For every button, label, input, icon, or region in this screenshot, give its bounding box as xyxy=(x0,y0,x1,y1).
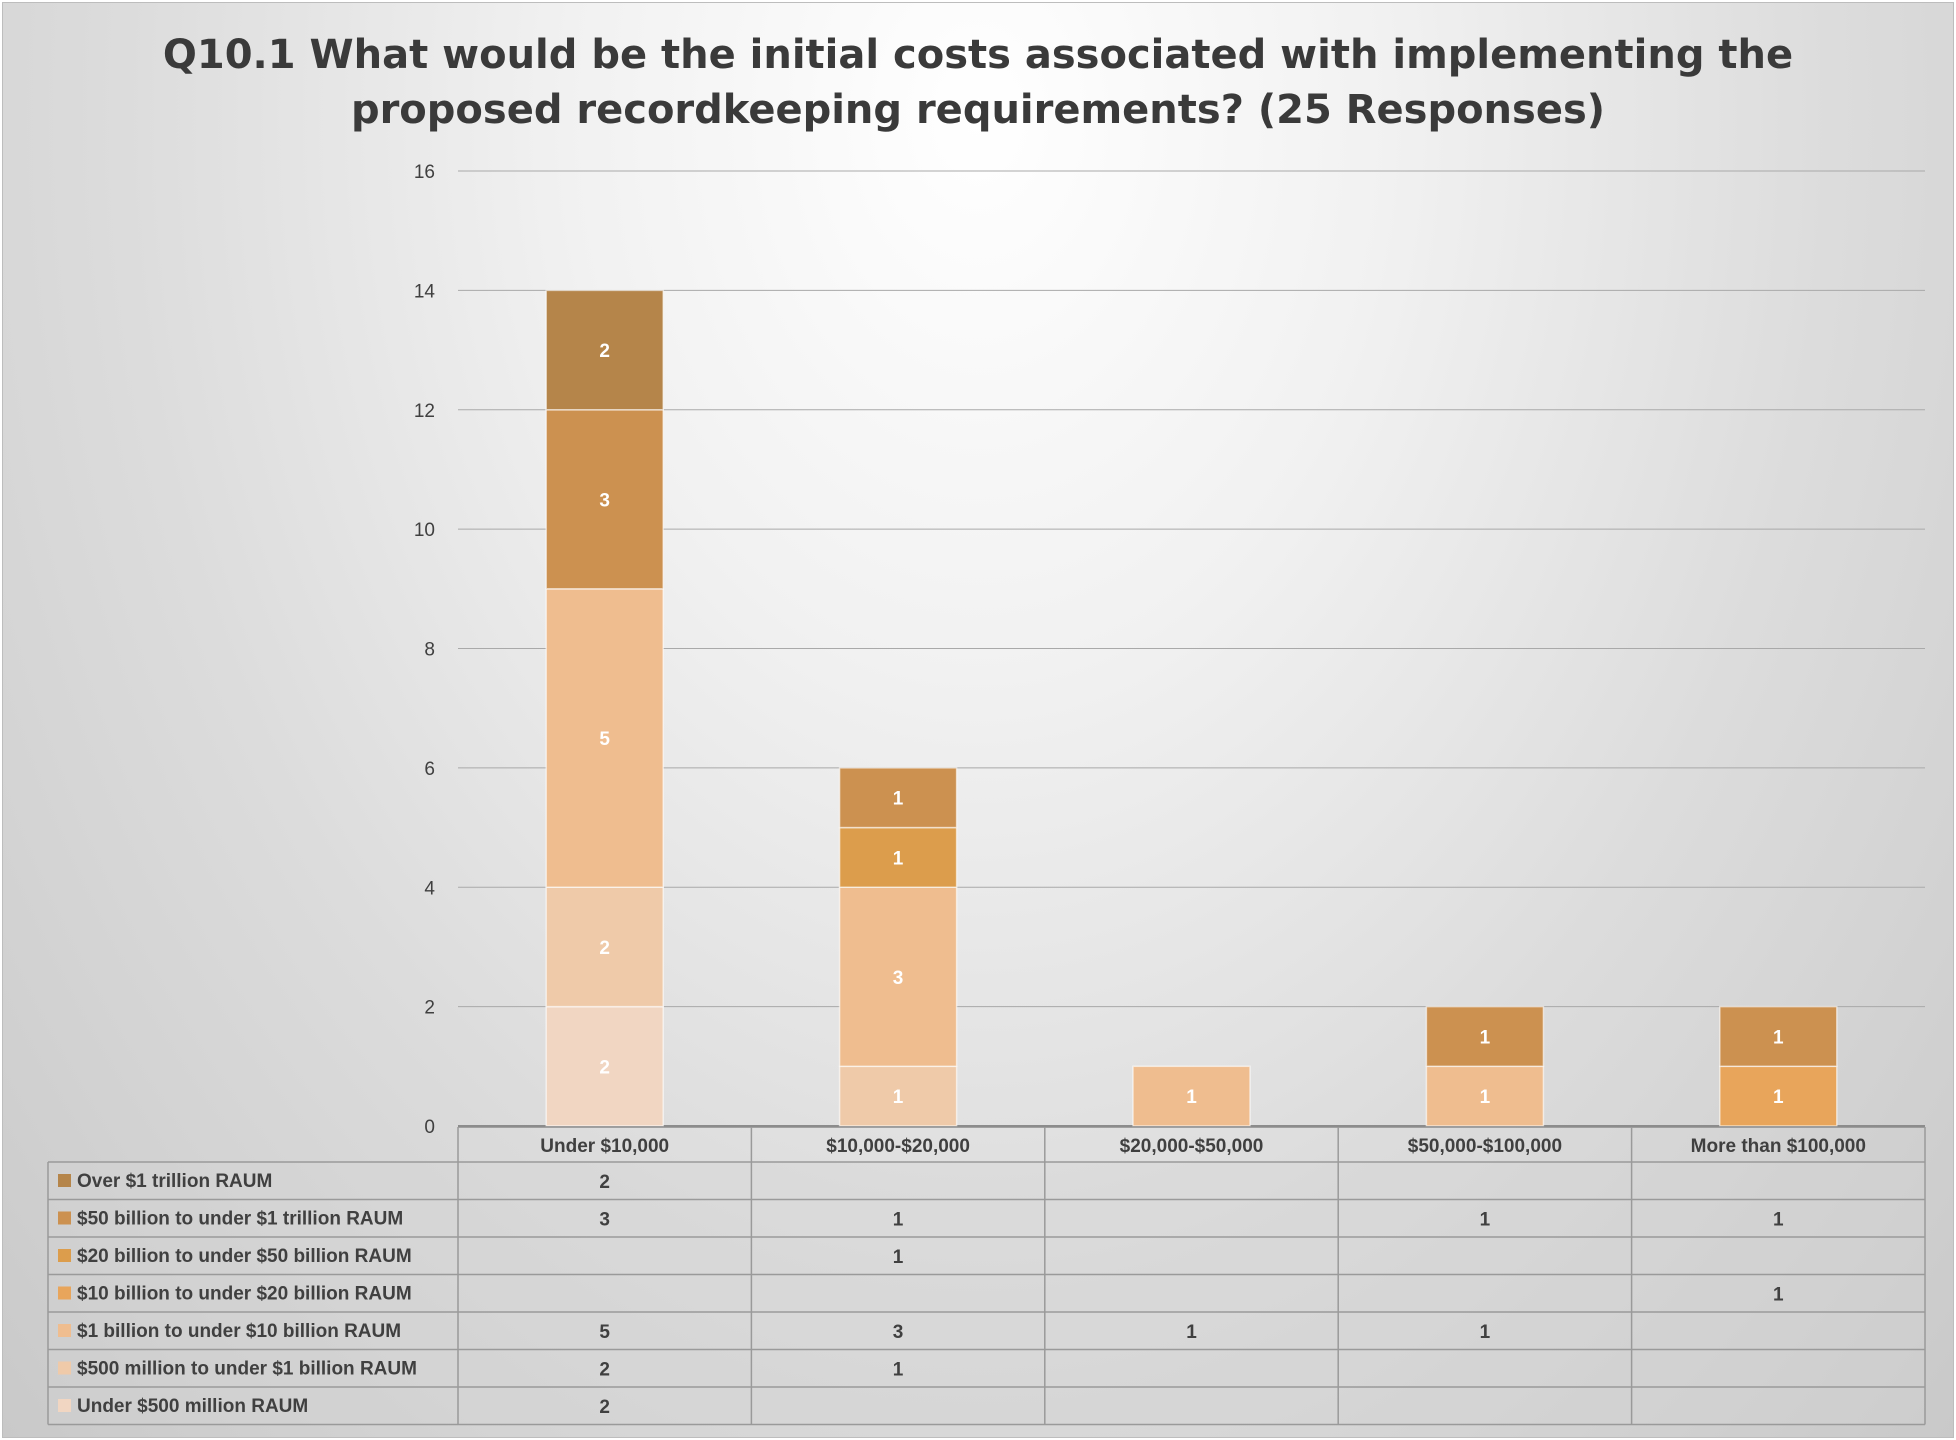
bar-segment xyxy=(1425,1005,1545,1068)
legend-swatch xyxy=(58,1399,71,1412)
bar-segment xyxy=(1132,1065,1251,1127)
legend-entry: Over $1 trillion RAUM xyxy=(77,1171,272,1192)
data-label: 1 xyxy=(893,848,904,869)
data-label: 1 xyxy=(1186,1087,1197,1108)
legend-entry: $10 billion to under $20 billion RAUM xyxy=(77,1284,412,1305)
y-tick-label: 10 xyxy=(414,520,435,541)
stacked-bar-chart: Q10.1 What would be the initial costs as… xyxy=(47,32,1926,1426)
legend-entry: $20 billion to under $50 billion RAUM xyxy=(77,1246,412,1267)
data-label: 5 xyxy=(599,729,610,750)
table-cell-value: 1 xyxy=(893,1247,904,1268)
chart-title-line-2: proposed recordkeeping requirements? (25… xyxy=(351,87,1605,133)
table-cell-value: 1 xyxy=(893,1360,904,1381)
table-cell-value: 2 xyxy=(599,1360,610,1381)
table-cell-value: 3 xyxy=(599,1210,610,1231)
data-label: 2 xyxy=(599,1057,610,1078)
legend-swatch xyxy=(58,1286,71,1300)
data-label: 1 xyxy=(1773,1087,1784,1108)
data-labels: 2 2 5 3 2 1 3 1 1 1 1 1 1 1 xyxy=(599,341,1784,1108)
bar-segment xyxy=(838,1065,958,1127)
table-cell-value: 1 xyxy=(893,1210,904,1231)
table-cell-value: 5 xyxy=(599,1322,610,1343)
data-label: 3 xyxy=(893,968,904,989)
legend-swatch xyxy=(58,1324,71,1337)
y-tick-label: 12 xyxy=(414,401,435,422)
table-cell-value: 2 xyxy=(599,1172,610,1193)
table-cell-value: 3 xyxy=(893,1322,904,1343)
bar-segment xyxy=(838,767,958,829)
bar-segment xyxy=(545,409,664,590)
data-table-background xyxy=(48,1162,1925,1425)
y-axis-ticks: 0 2 4 6 8 10 12 14 16 xyxy=(414,162,436,1138)
chart-title: Q10.1 What would be the initial costs as… xyxy=(163,32,1793,133)
table-cell-value: 1 xyxy=(1480,1210,1491,1231)
category-label: $50,000-$100,000 xyxy=(1408,1136,1562,1157)
bar-segment xyxy=(545,1005,664,1127)
gridlines xyxy=(458,170,1925,1127)
legend-swatch xyxy=(58,1249,71,1262)
data-label: 2 xyxy=(599,938,610,959)
legend-swatch xyxy=(58,1174,71,1187)
bar-segment xyxy=(545,289,664,411)
data-label: 1 xyxy=(1480,1027,1491,1048)
table-cell-value: 1 xyxy=(1186,1322,1197,1343)
data-label: 2 xyxy=(599,341,610,362)
legend-swatch xyxy=(58,1361,71,1375)
y-tick-label: 0 xyxy=(424,1117,435,1138)
data-label: 1 xyxy=(1773,1027,1784,1048)
data-table: Under $10,000 $10,000-$20,000 $20,000-$50,… xyxy=(47,1126,1926,1426)
y-tick-label: 2 xyxy=(424,998,435,1019)
bar-segment xyxy=(838,826,958,888)
bar-segment xyxy=(545,886,664,1008)
y-tick-label: 8 xyxy=(424,640,435,661)
data-label: 3 xyxy=(599,490,610,511)
y-tick-label: 4 xyxy=(424,878,435,899)
y-tick-label: 6 xyxy=(424,759,435,780)
y-tick-label: 16 xyxy=(414,162,435,183)
data-label: 1 xyxy=(1480,1087,1491,1108)
legend-entry: $50 billion to under $1 trillion RAUM xyxy=(77,1209,403,1230)
category-label: More than $100,000 xyxy=(1691,1136,1866,1157)
bars xyxy=(545,289,1838,1127)
legend-entry: $500 million to under $1 billion RAUM xyxy=(77,1359,417,1380)
table-cell-value: 1 xyxy=(1480,1322,1491,1343)
category-label: $20,000-$50,000 xyxy=(1120,1136,1264,1157)
category-label: Under $10,000 xyxy=(540,1136,669,1157)
table-cell-value: 1 xyxy=(1773,1210,1784,1231)
bar-segment xyxy=(545,588,664,888)
legend-swatch xyxy=(58,1211,71,1225)
legend-entry: $1 billion to under $10 billion RAUM xyxy=(77,1321,401,1342)
data-label: 1 xyxy=(893,789,904,810)
bar-segment xyxy=(1719,1005,1838,1068)
chart-title-line-1: Q10.1 What would be the initial costs as… xyxy=(163,32,1793,78)
y-tick-label: 14 xyxy=(414,281,436,302)
table-cell-value: 2 xyxy=(599,1397,610,1418)
table-cell-value: 1 xyxy=(1773,1285,1784,1306)
legend-entry: Under $500 million RAUM xyxy=(77,1396,308,1417)
category-label: $10,000-$20,000 xyxy=(826,1136,970,1157)
data-label: 1 xyxy=(893,1087,904,1108)
